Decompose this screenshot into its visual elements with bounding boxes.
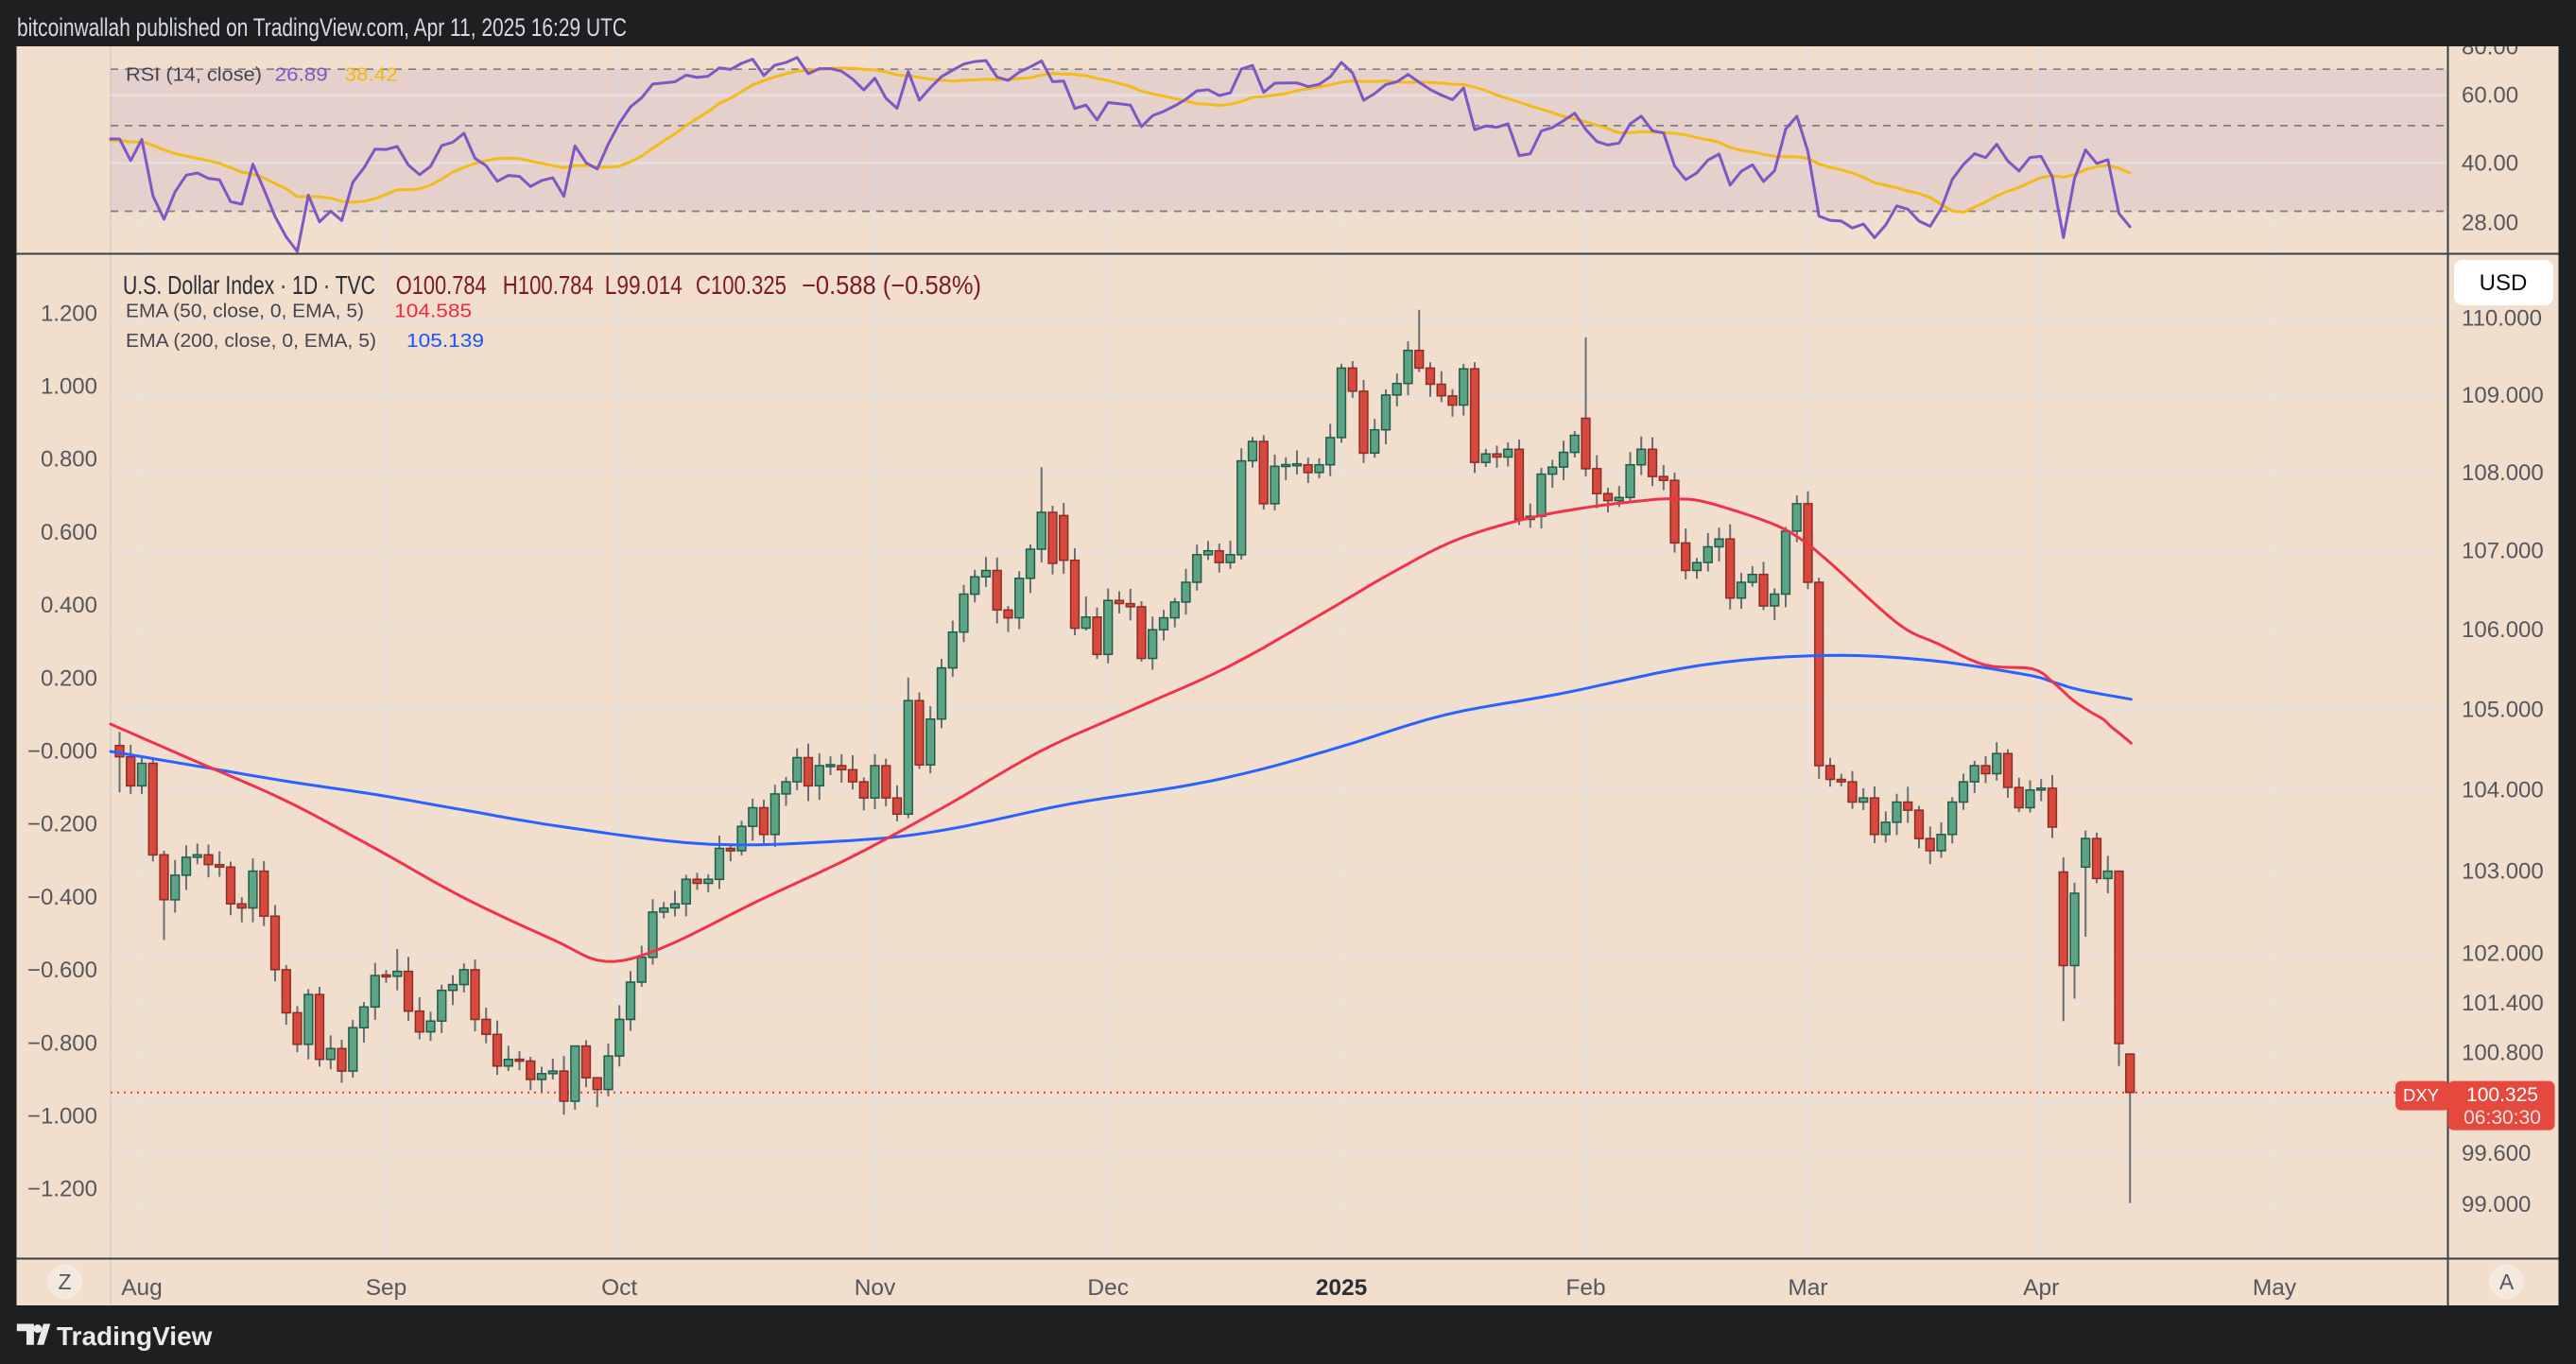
svg-text:110.000: 110.000	[2462, 306, 2542, 332]
svg-text:RSI (14, close): RSI (14, close)	[126, 64, 262, 86]
svg-text:99.000: 99.000	[2462, 1192, 2531, 1217]
svg-text:−0.400: −0.400	[27, 885, 97, 910]
svg-text:bitcoinwallah published on Tra: bitcoinwallah published on TradingView.c…	[17, 13, 627, 42]
svg-text:102.000: 102.000	[2462, 941, 2544, 966]
svg-text:H100.784: H100.784	[503, 270, 594, 300]
svg-text:Sep: Sep	[366, 1275, 407, 1301]
svg-text:Nov: Nov	[855, 1275, 896, 1301]
svg-text:DXY: DXY	[2403, 1085, 2439, 1105]
svg-text:Feb: Feb	[1565, 1275, 1605, 1301]
svg-text:99.600: 99.600	[2462, 1141, 2531, 1166]
svg-text:May: May	[2253, 1275, 2297, 1301]
svg-text:−1.000: −1.000	[27, 1104, 97, 1130]
svg-text:−0.600: −0.600	[27, 958, 97, 983]
svg-text:2025: 2025	[1316, 1275, 1368, 1301]
svg-text:105.000: 105.000	[2462, 698, 2544, 723]
svg-text:06:30:30: 06:30:30	[2464, 1107, 2541, 1129]
svg-text:−0.800: −0.800	[27, 1030, 97, 1056]
svg-text:106.000: 106.000	[2462, 617, 2544, 643]
svg-text:103.000: 103.000	[2462, 859, 2544, 885]
svg-text:100.800: 100.800	[2462, 1041, 2544, 1066]
svg-text:C100.325: C100.325	[696, 270, 787, 300]
svg-text:0.400: 0.400	[41, 593, 97, 618]
svg-text:104.000: 104.000	[2462, 778, 2544, 803]
svg-text:104.585: 104.585	[394, 301, 472, 322]
svg-text:107.000: 107.000	[2462, 539, 2544, 564]
svg-text:U.S. Dollar Index · 1D · TVC: U.S. Dollar Index · 1D · TVC	[123, 270, 375, 300]
svg-text:1.000: 1.000	[41, 374, 97, 400]
svg-text:Mar: Mar	[1788, 1275, 1827, 1301]
svg-text:EMA (200, close, 0, EMA, 5): EMA (200, close, 0, EMA, 5)	[126, 330, 376, 352]
svg-text:108.000: 108.000	[2462, 460, 2544, 486]
svg-text:26.89: 26.89	[275, 64, 328, 86]
svg-text:Oct: Oct	[601, 1275, 637, 1301]
svg-text:−0.000: −0.000	[27, 739, 97, 765]
svg-text:60.00: 60.00	[2462, 83, 2518, 109]
svg-text:−0.200: −0.200	[27, 812, 97, 837]
svg-text:O100.784: O100.784	[396, 270, 487, 300]
svg-text:0.600: 0.600	[41, 520, 97, 545]
svg-text:101.400: 101.400	[2462, 991, 2544, 1016]
svg-text:100.325: 100.325	[2466, 1084, 2538, 1106]
svg-text:USD: USD	[2480, 270, 2528, 296]
svg-text:0.800: 0.800	[41, 447, 97, 473]
svg-text:A: A	[2499, 1269, 2515, 1294]
svg-text:−1.200: −1.200	[27, 1177, 97, 1202]
svg-text:28.00: 28.00	[2462, 211, 2518, 236]
svg-text:Aug: Aug	[121, 1275, 163, 1301]
svg-text:EMA (50, close, 0, EMA, 5): EMA (50, close, 0, EMA, 5)	[126, 301, 364, 322]
svg-text:Z: Z	[58, 1269, 71, 1294]
svg-text:40.00: 40.00	[2462, 151, 2518, 177]
svg-text:Dec: Dec	[1087, 1275, 1129, 1301]
svg-text:Apr: Apr	[2023, 1275, 2059, 1301]
svg-text:1.200: 1.200	[41, 301, 97, 326]
svg-text:L99.014: L99.014	[605, 270, 683, 300]
svg-text:105.139: 105.139	[406, 330, 484, 352]
svg-text:0.200: 0.200	[41, 665, 97, 691]
svg-text:38.42: 38.42	[345, 64, 398, 86]
svg-text:−0.588 (−0.58%): −0.588 (−0.58%)	[802, 270, 981, 300]
svg-text:109.000: 109.000	[2462, 383, 2544, 408]
svg-text:TradingView: TradingView	[57, 1321, 213, 1351]
